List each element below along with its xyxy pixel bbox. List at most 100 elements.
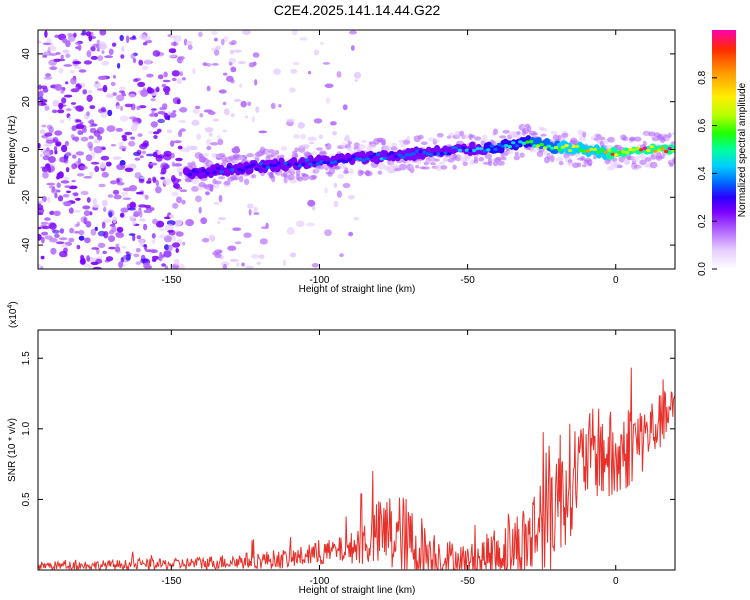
spectrogram-noise-cell	[65, 81, 69, 85]
spectrogram-noise-cell	[206, 138, 212, 146]
spectrogram-noise-cell	[353, 216, 359, 221]
spectrogram-noise-cell	[132, 58, 137, 63]
spectrogram-tone-core	[521, 141, 527, 145]
spectrogram-noise-cell	[213, 202, 220, 205]
spectrogram-halo-cell	[191, 178, 199, 184]
spectrogram-halo-cell	[671, 131, 675, 136]
spectrogram-noise-cell	[139, 211, 143, 218]
spectrogram-tone-core	[326, 161, 331, 165]
spectrogram-noise-cell	[105, 93, 114, 99]
spectrogram-halo-cell	[448, 132, 454, 138]
spectrogram-tone-core	[233, 164, 239, 168]
spectrogram-noise-cell	[46, 37, 52, 43]
spectrogram-tone-core	[471, 148, 477, 153]
spectrogram-noise-cell	[89, 211, 93, 216]
spectrogram-halo-cell	[290, 168, 295, 174]
spectrogram-noise-cell	[44, 235, 53, 240]
spectrogram-noise-cell	[171, 77, 177, 82]
spectrogram-halo-cell	[636, 165, 643, 169]
spectrogram-noise-cell	[114, 246, 121, 253]
spectrogram-xlabel: Height of straight line (km)	[299, 284, 416, 295]
spectrogram-halo-cell	[644, 157, 652, 162]
spectrogram-noise-cell	[124, 103, 133, 108]
spectrogram-tone-core	[393, 154, 399, 159]
spectrogram-noise-cell	[100, 106, 106, 113]
spectrogram-noise-cell	[135, 191, 144, 195]
spectrogram-noise-cell	[234, 145, 240, 150]
spectrogram-noise-cell	[333, 200, 339, 208]
spectrogram-noise-cell	[243, 232, 252, 238]
spectrogram-noise-cell	[122, 187, 132, 192]
spectrogram-noise-cell	[49, 66, 58, 71]
spectrogram-tone-core	[322, 160, 327, 164]
spectrogram-noise-cell	[52, 109, 58, 114]
spectrogram-tone-core	[212, 170, 217, 175]
spectrogram-noise-cell	[158, 228, 168, 231]
spectrogram-noise-cell	[63, 201, 72, 207]
spectrogram-noise-cell	[167, 244, 173, 251]
spectrogram-noise-cell	[145, 249, 152, 253]
spectrogram-noise-cell	[158, 234, 167, 239]
spectrogram-noise-cell	[42, 225, 50, 230]
spectrogram-noise-cell	[58, 104, 67, 107]
spectrogram-noise-cell	[62, 193, 70, 198]
spectrogram-noise-cell	[75, 84, 83, 90]
spectrogram-noise-cell	[79, 165, 88, 170]
spectrogram-noise-cell	[260, 226, 269, 230]
spectrogram-noise-cell	[112, 156, 122, 160]
spectrogram-halo-cell	[558, 161, 564, 166]
spectrogram-noise-cell	[61, 244, 69, 249]
spectrogram-noise-cell	[93, 146, 103, 154]
spectrogram-halo-cell	[296, 176, 303, 182]
snr-xtick-label: 0	[613, 576, 619, 587]
spectrogram-noise-cell	[108, 48, 114, 56]
spectrogram-noise-cell	[98, 183, 106, 188]
spectrogram-noise-cell	[152, 50, 161, 57]
spectrogram-noise-cell	[139, 176, 146, 179]
spectrogram-noise-cell	[44, 132, 53, 137]
spectrogram-tone-core	[560, 145, 566, 149]
spectrogram-halo-cell	[639, 159, 647, 166]
spectrogram-tone-core	[262, 164, 267, 168]
spectrogram-noise-cell	[311, 205, 316, 211]
spectrogram-tone-core	[496, 142, 502, 147]
spectrogram-tone-core	[386, 152, 391, 156]
spectrogram-noise-cell	[107, 194, 114, 198]
spectrogram-tone-core	[237, 168, 242, 172]
spectrogram-halo-cell	[406, 136, 411, 141]
spectrogram-halo-cell	[422, 166, 430, 170]
spectrogram-noise-cell	[93, 139, 100, 144]
spectrogram-noise-cell	[73, 66, 82, 69]
spectrogram-noise-cell	[155, 154, 163, 162]
spectrogram-tone-core	[191, 169, 196, 173]
spectrogram-tone-core	[279, 162, 285, 167]
spectrogram-noise-cell	[128, 116, 136, 120]
spectrogram-noise-cell	[116, 163, 125, 171]
spectrogram-noise-cell	[101, 199, 108, 207]
spectrogram-noise-cell	[201, 237, 210, 243]
spectrogram-tone-core	[475, 147, 480, 151]
spectrogram-noise-cell	[163, 250, 172, 258]
spectrogram-noise-cell	[122, 137, 128, 142]
snr-ytick-label: 0.5	[21, 492, 32, 506]
spectrogram-noise-cell	[46, 137, 55, 140]
colorbar-tick-label: 0.4	[697, 166, 708, 180]
spectrogram-tone-core	[411, 152, 416, 156]
spectrogram-noise-cell	[144, 194, 149, 200]
spectrogram-noise-cell	[129, 215, 135, 222]
spectrogram-noise-cell	[161, 263, 167, 267]
spectrogram-noise-cell	[143, 209, 153, 214]
spectrogram-noise-cell	[258, 254, 265, 259]
spectrogram-noise-cell	[87, 141, 93, 149]
colorbar-label: Normalized spectral amplitude	[737, 82, 748, 217]
spectrogram-ylabel: Frequency (Hz)	[7, 116, 18, 185]
spectrogram-noise-cell	[240, 100, 247, 108]
spectrogram-noise-cell	[88, 90, 93, 94]
spectrogram-tone-core	[649, 145, 655, 149]
spectrogram-halo-cell	[670, 141, 675, 145]
spectrogram-noise-cell	[176, 196, 183, 204]
spectrogram-noise-cell	[152, 151, 158, 158]
spectrogram-halo-cell	[452, 164, 457, 170]
colorbar-tick-label: 0.8	[697, 70, 708, 84]
spectrogram-halo-cell	[514, 151, 519, 156]
